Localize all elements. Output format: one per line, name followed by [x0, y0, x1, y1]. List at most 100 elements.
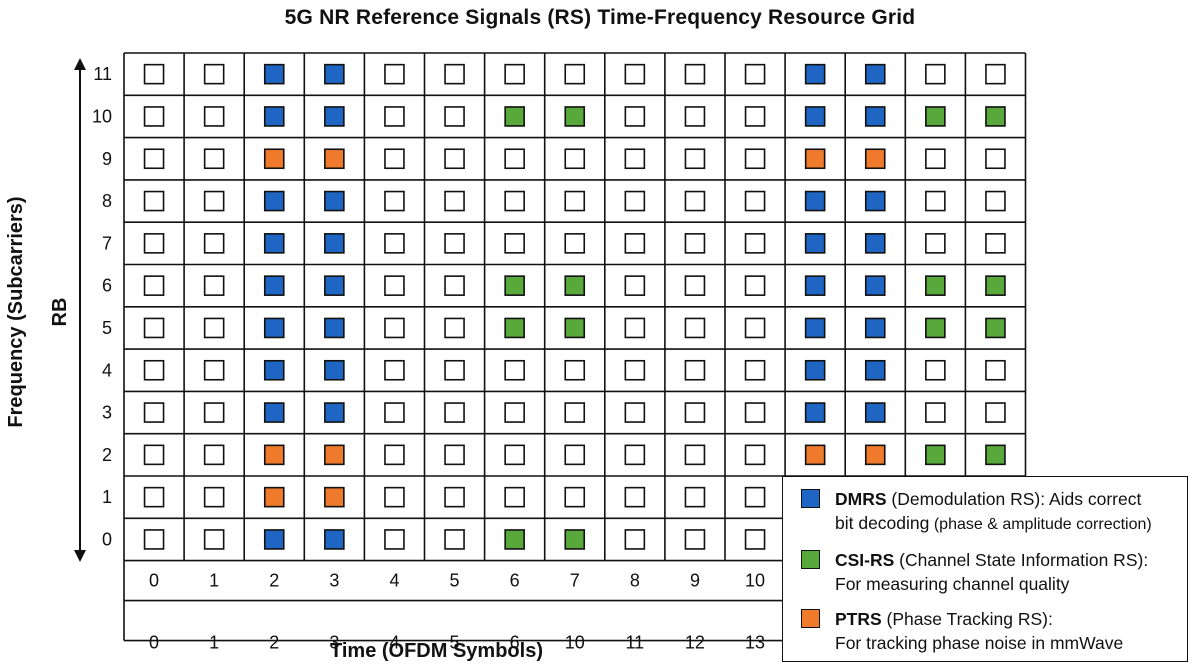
y-axis-label-rb: RB — [49, 297, 71, 327]
re-dmrs — [864, 106, 886, 127]
re-empty — [203, 63, 225, 85]
row-label: 6 — [102, 276, 112, 296]
re-empty — [444, 402, 465, 423]
re-empty — [684, 233, 706, 254]
column-index-label: 4 — [389, 571, 399, 591]
re-empty — [985, 359, 1006, 381]
column-index-label: 6 — [510, 571, 520, 591]
re-empty — [744, 317, 766, 339]
row-label: 11 — [93, 64, 112, 84]
re-dmrs — [324, 106, 345, 127]
column-symbol-label: 5 — [450, 633, 460, 653]
re-empty — [504, 233, 525, 254]
re-empty — [384, 402, 405, 423]
re-dmrs — [864, 402, 886, 423]
re-empty — [624, 317, 646, 339]
re-dmrs — [263, 359, 285, 381]
re-dmrs — [263, 63, 285, 85]
re-empty — [564, 63, 586, 85]
legend-name-ptrs: PTRS — [835, 609, 882, 629]
re-empty — [444, 275, 465, 296]
re-empty — [504, 359, 525, 381]
re-dmrs — [804, 106, 826, 127]
re-empty — [684, 275, 706, 296]
re-empty — [203, 148, 225, 170]
re-empty — [504, 486, 525, 508]
row-label: 2 — [102, 445, 112, 465]
re-csi-rs — [564, 275, 586, 296]
re-empty — [504, 190, 525, 212]
re-empty — [384, 529, 405, 550]
re-dmrs — [263, 529, 285, 550]
re-dmrs — [324, 190, 345, 212]
re-dmrs — [804, 233, 826, 254]
re-empty — [444, 63, 465, 85]
re-empty — [504, 148, 525, 170]
re-dmrs — [263, 402, 285, 423]
arrow-up-icon — [74, 58, 86, 70]
re-empty — [985, 233, 1006, 254]
re-empty — [985, 190, 1006, 212]
re-empty — [564, 190, 586, 212]
column-index-label: 2 — [269, 571, 279, 591]
re-csi-rs — [985, 317, 1006, 339]
column-symbol-label: 11 — [626, 633, 645, 653]
re-empty — [143, 63, 165, 85]
column-index-label: 7 — [570, 571, 580, 591]
re-dmrs — [804, 275, 826, 296]
re-empty — [925, 63, 946, 85]
legend-swatch-ptrs — [801, 609, 820, 628]
re-empty — [203, 444, 225, 466]
row-label: 7 — [102, 233, 112, 253]
re-csi-rs — [985, 444, 1006, 466]
row-label: 8 — [102, 191, 112, 211]
row-label: 10 — [92, 106, 112, 126]
re-dmrs — [324, 529, 345, 550]
re-empty — [684, 190, 706, 212]
column-index-label: 8 — [630, 571, 640, 591]
re-empty — [624, 359, 646, 381]
row-label: 9 — [102, 149, 112, 169]
legend-line2-ptrs: For tracking phase noise in mmWave — [835, 633, 1124, 653]
re-empty — [203, 106, 225, 127]
re-empty — [504, 63, 525, 85]
re-csi-rs — [925, 106, 946, 127]
re-empty — [203, 317, 225, 339]
column-index-label: 0 — [149, 571, 159, 591]
legend-line2-csi-rs: For measuring channel quality — [835, 574, 1070, 594]
re-empty — [624, 190, 646, 212]
re-empty — [624, 486, 646, 508]
re-empty — [744, 233, 766, 254]
column-symbol-label: 3 — [329, 633, 339, 653]
column-index-label: 10 — [745, 571, 765, 591]
re-empty — [203, 233, 225, 254]
re-empty — [143, 359, 165, 381]
re-dmrs — [263, 106, 285, 127]
column-index-label: 9 — [690, 571, 700, 591]
re-empty — [744, 275, 766, 296]
re-empty — [744, 148, 766, 170]
re-dmrs — [324, 317, 345, 339]
re-empty — [384, 317, 405, 339]
re-csi-rs — [925, 275, 946, 296]
re-empty — [384, 486, 405, 508]
re-empty — [203, 359, 225, 381]
re-empty — [925, 233, 946, 254]
re-empty — [143, 317, 165, 339]
re-empty — [684, 444, 706, 466]
re-empty — [203, 529, 225, 550]
re-csi-rs — [504, 106, 525, 127]
legend-line2-small-dmrs: (phase & amplitude correction) — [929, 516, 1152, 533]
re-empty — [444, 106, 465, 127]
re-empty — [444, 359, 465, 381]
column-symbol-label: 4 — [389, 633, 399, 653]
re-empty — [444, 190, 465, 212]
re-empty — [143, 529, 165, 550]
re-empty — [143, 148, 165, 170]
re-empty — [744, 190, 766, 212]
re-empty — [985, 402, 1006, 423]
re-empty — [384, 148, 405, 170]
column-symbol-label: 1 — [209, 633, 219, 653]
re-empty — [744, 486, 766, 508]
re-empty — [384, 233, 405, 254]
